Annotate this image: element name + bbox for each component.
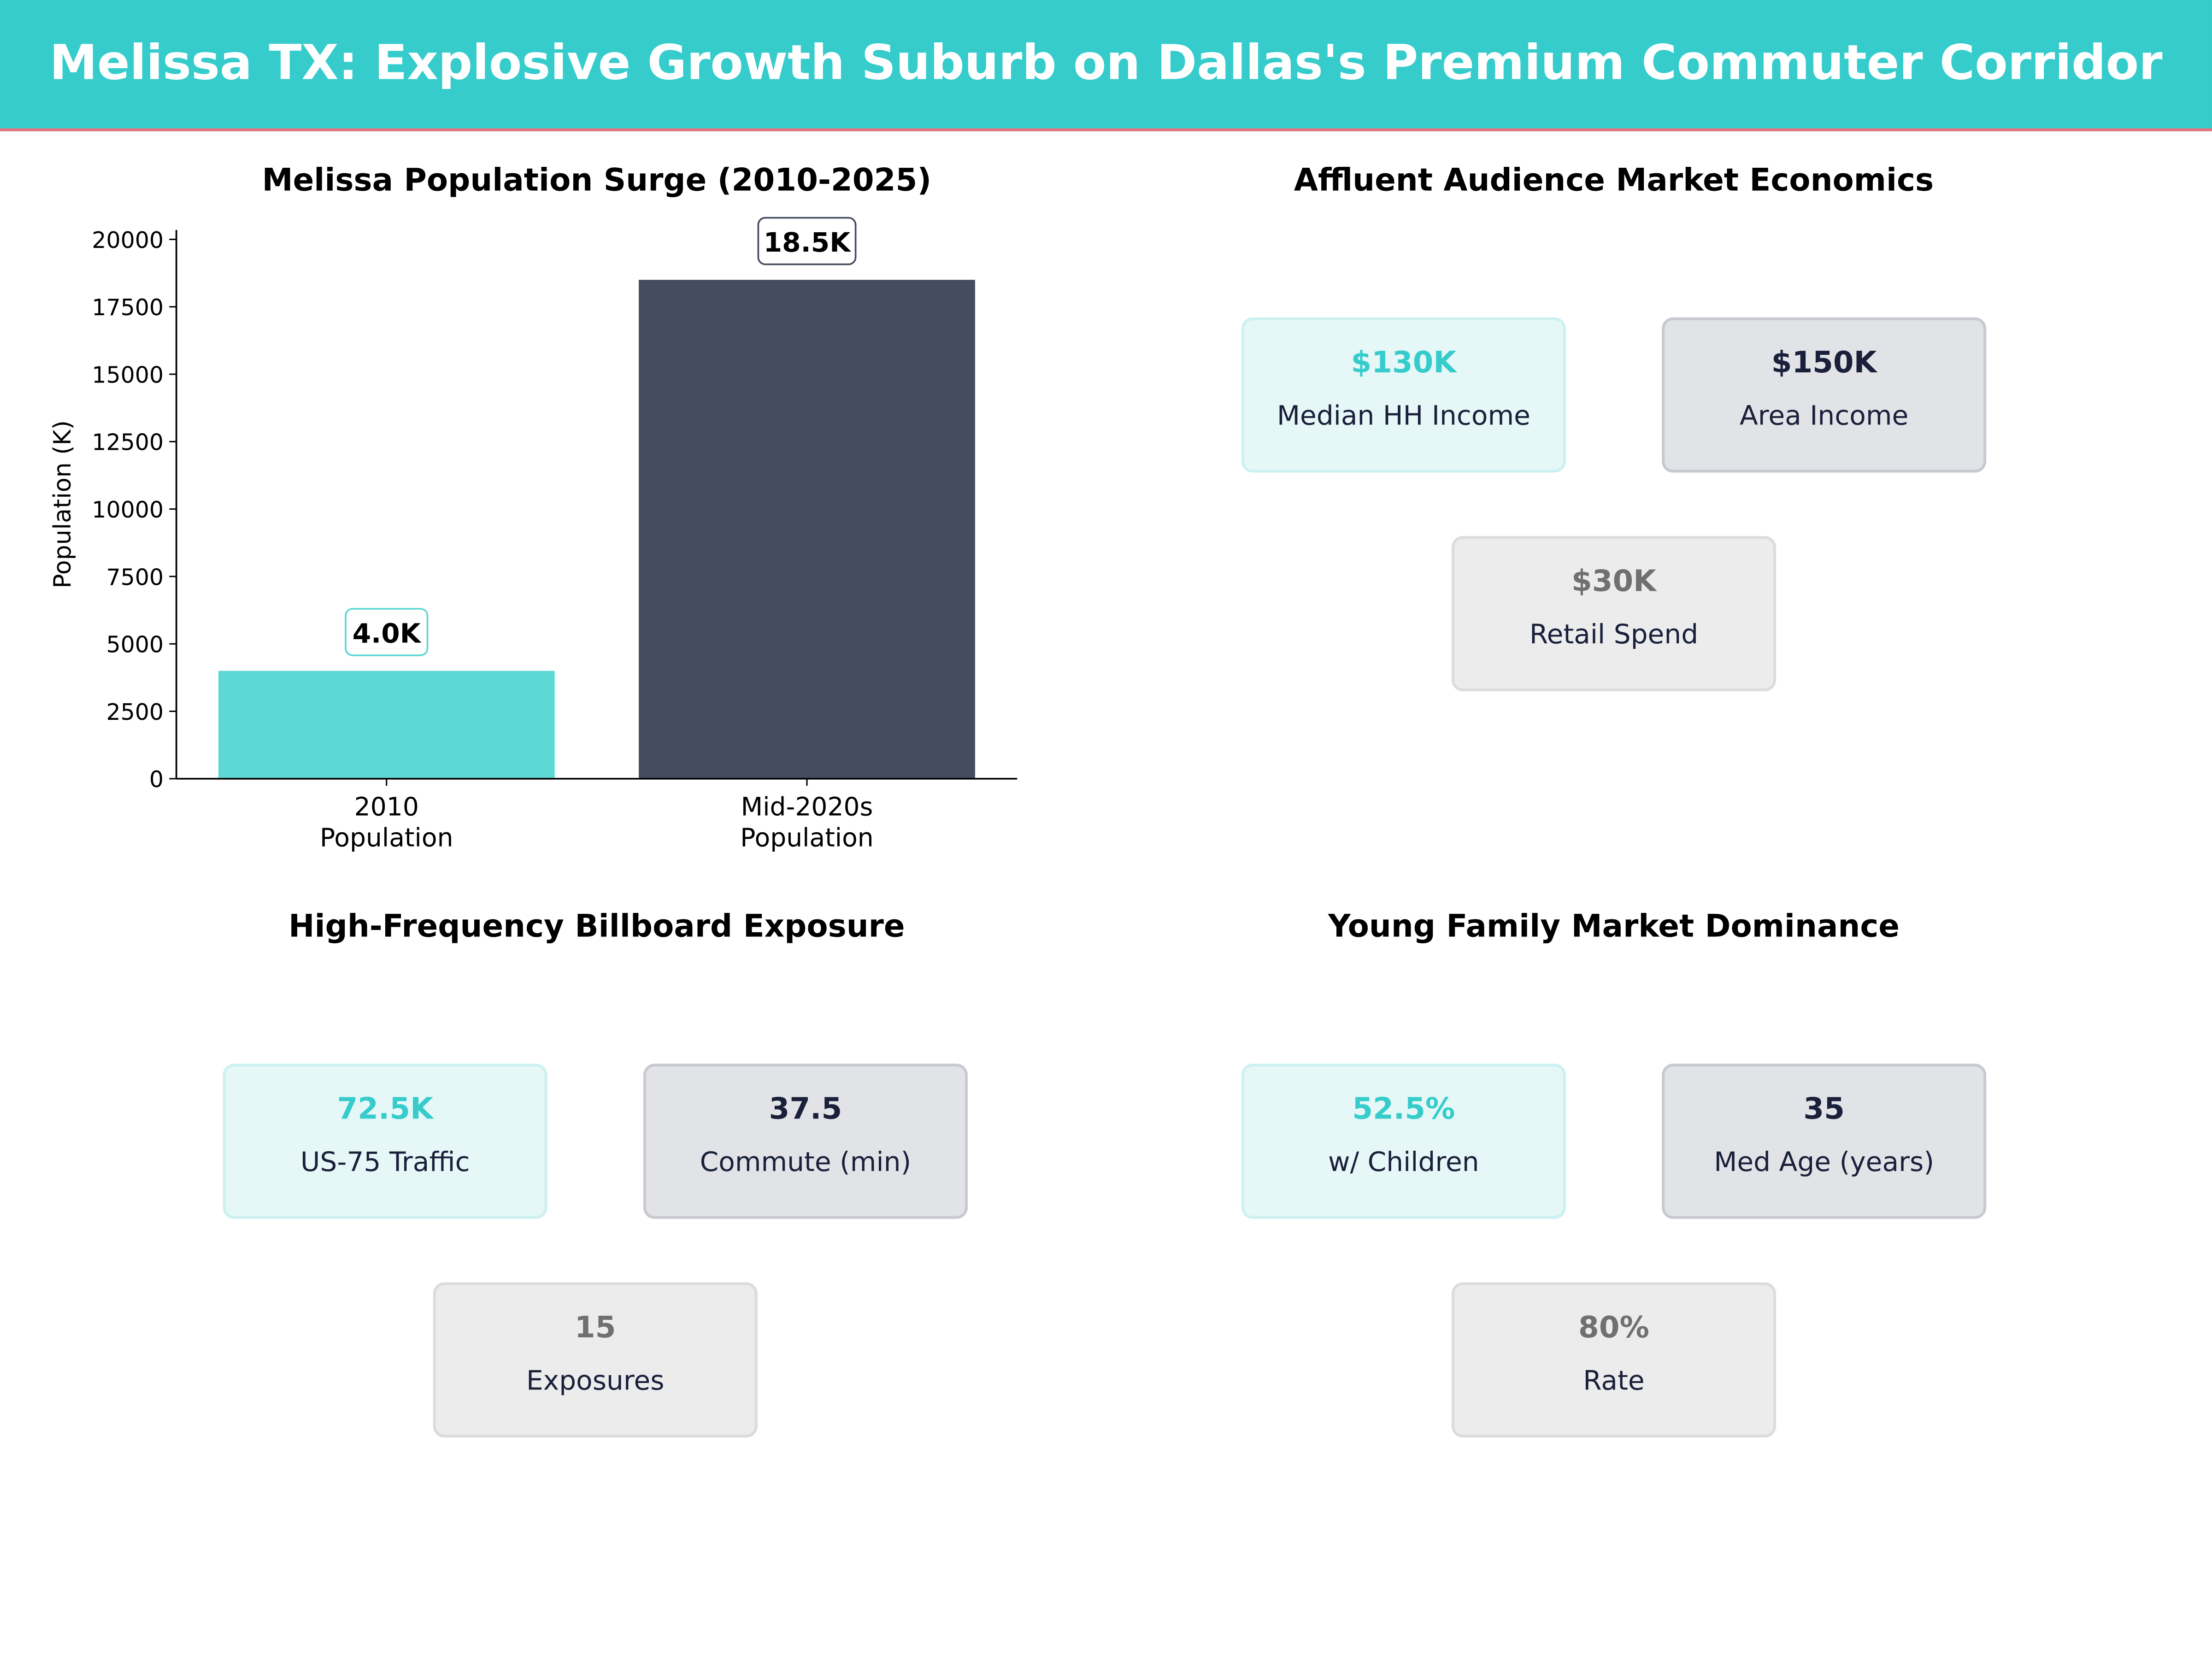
card-value: 15: [575, 1310, 616, 1345]
x-tick-label: 2010: [354, 792, 419, 821]
card-label: Rate: [1583, 1365, 1645, 1397]
data-label: 18.5K: [764, 227, 851, 258]
panel-title-economics: Affluent Audience Market Economics: [1294, 164, 1934, 199]
card-label: Median HH Income: [1277, 400, 1530, 432]
card-value: 37.5: [769, 1092, 842, 1126]
card-label: Retail Spend: [1529, 619, 1699, 651]
card-label: Area Income: [1739, 400, 1909, 432]
card-median-age: 35 Med Age (years): [1662, 1064, 1987, 1219]
card-value: 72.5K: [337, 1092, 433, 1126]
y-tick-label: 12500: [92, 429, 164, 456]
y-axis-label: Population (K): [49, 420, 76, 588]
card-commute: 37.5 Commute (min): [643, 1064, 968, 1219]
card-median-hh-income: $130K Median HH Income: [1241, 317, 1566, 473]
y-tick-label: 17500: [92, 294, 164, 321]
card-with-children: 52.5% w/ Children: [1241, 1064, 1566, 1219]
x-tick-label: Population: [740, 823, 873, 853]
card-label: Exposures: [526, 1365, 665, 1397]
population-bar-chart: 0 2500 5000 7500 10000 12500 15000 17500 20000 4.…: [49, 217, 1018, 853]
y-tick-label: 15000: [92, 362, 164, 388]
panel-title-billboard: High-Frequency Billboard Exposure: [288, 910, 905, 946]
card-label: US-75 Traffic: [300, 1147, 470, 1178]
x-tick-label: Population: [320, 823, 453, 853]
bar-1: [639, 280, 975, 779]
x-tick-label: Mid-2020s: [741, 792, 873, 821]
data-label: 4.0K: [353, 618, 422, 649]
y-tick-label: 10000: [92, 497, 164, 523]
card-label: Med Age (years): [1714, 1147, 1935, 1178]
card-retail-spend: $30K Retail Spend: [1451, 536, 1777, 691]
card-value: $30K: [1571, 564, 1656, 598]
y-tick-label: 20000: [92, 227, 164, 253]
y-tick-label: 2500: [106, 699, 164, 725]
y-tick-label: 7500: [106, 564, 164, 590]
card-value: $130K: [1351, 345, 1457, 380]
card-exposures: 15 Exposures: [433, 1282, 758, 1438]
chart-title: Melissa Population Surge (2010-2025): [262, 164, 932, 199]
card-area-income: $150K Area Income: [1662, 317, 1987, 473]
data-label-box: [757, 217, 857, 265]
card-value: 80%: [1578, 1310, 1649, 1345]
panel-title-family: Young Family Market Dominance: [1328, 910, 1900, 946]
card-value: $150K: [1771, 345, 1877, 380]
card-label: Commute (min): [700, 1147, 912, 1178]
bar-0: [218, 671, 555, 779]
card-value: 52.5%: [1352, 1092, 1455, 1126]
y-tick-label: 0: [149, 766, 164, 793]
data-label-box: [345, 608, 429, 656]
y-tick-label: 5000: [106, 632, 164, 658]
card-value: 35: [1803, 1092, 1845, 1126]
header-banner: Melissa TX: Explosive Growth Suburb on D…: [0, 0, 2212, 131]
card-rate: 80% Rate: [1451, 1282, 1777, 1438]
card-us75-traffic: 72.5K US-75 Traffic: [223, 1064, 547, 1219]
card-label: w/ Children: [1328, 1147, 1479, 1178]
page-title: Melissa TX: Explosive Growth Suburb on D…: [49, 35, 2163, 92]
